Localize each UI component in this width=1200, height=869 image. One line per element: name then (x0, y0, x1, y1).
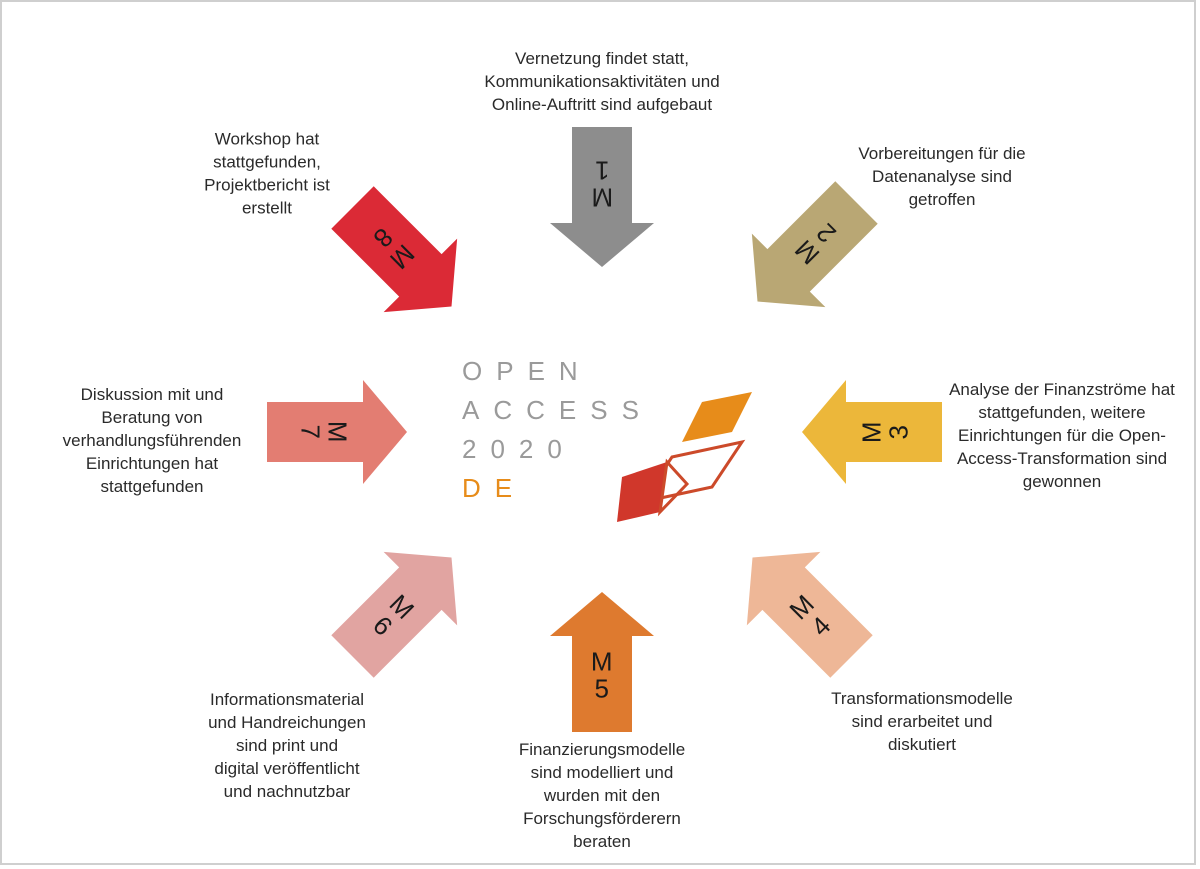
arrow-label-m7: M 7 (296, 421, 351, 443)
arrow-m3: M 3 (797, 357, 947, 507)
caption-m6: Informationsmaterial und Handreichungen … (208, 689, 366, 804)
caption-m7: Diskussion mit und Beratung von verhandl… (63, 384, 242, 499)
arrow-label-m5: M 5 (591, 649, 613, 704)
caption-m8: Workshop hat stattgefunden, Projektberic… (204, 129, 330, 221)
caption-m1: Vernetzung findet statt, Kommunikationsa… (484, 48, 719, 117)
arrow-m8: M 8 (327, 182, 477, 332)
glyph-parallelogram-icon (682, 392, 752, 442)
caption-m5: Finanzierungsmodelle sind modelliert und… (519, 739, 685, 854)
arrow-m5: M 5 (527, 587, 677, 737)
arrow-label-m1: M 1 (591, 156, 613, 211)
caption-m2: Vorbereitungen für die Datenanalyse sind… (858, 143, 1025, 212)
arrow-m6: M 6 (327, 532, 477, 682)
arrow-label-m3: M 3 (859, 421, 914, 443)
logo-line-1: OPEN (462, 352, 653, 391)
diagram-frame: OPEN ACCESS 2020 DE M 1Vernetzung findet… (0, 0, 1196, 865)
arrow-m4: M 4 (727, 532, 877, 682)
logo-glyphs (612, 392, 782, 537)
caption-m3: Analyse der Finanzströme hat stattgefund… (949, 379, 1175, 494)
arrow-m1: M 1 (527, 122, 677, 272)
arrow-m7: M 7 (262, 357, 412, 507)
caption-m4: Transformationsmodelle sind erarbeitet u… (831, 688, 1013, 757)
